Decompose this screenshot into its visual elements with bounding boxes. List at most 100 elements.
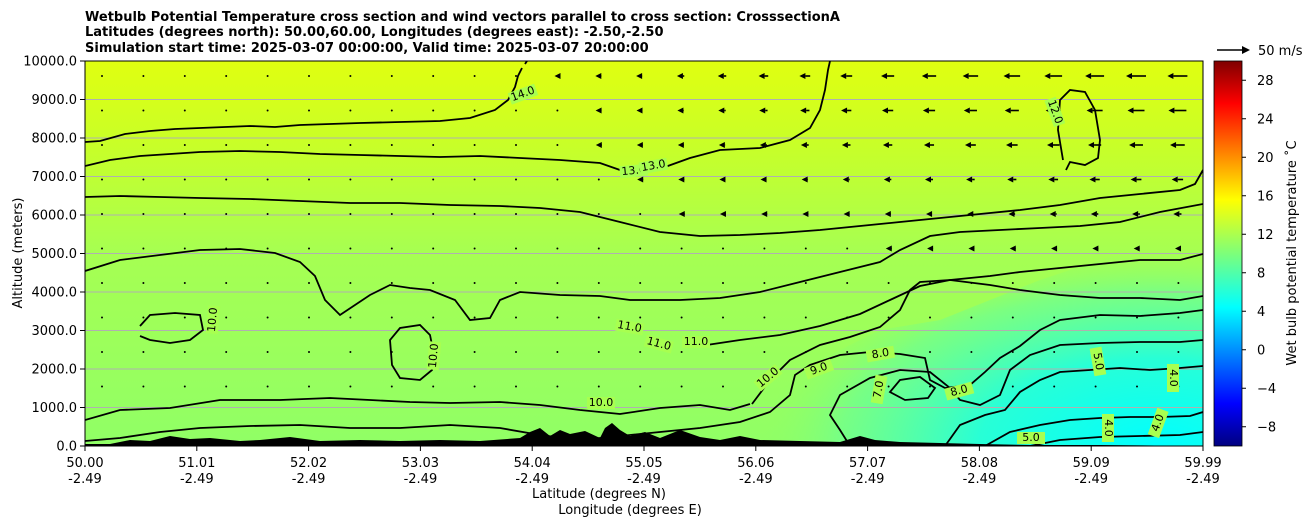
wind-vector: [473, 75, 476, 77]
y-tick-label: 7000.0: [32, 170, 78, 185]
x-tick-label-lat: 54.04: [514, 456, 551, 471]
wind-vector: [101, 213, 103, 215]
contour-3: [1029, 431, 1203, 446]
contour-label: 4.0: [1102, 419, 1115, 437]
wind-vector: [308, 213, 310, 215]
wind-vector: [473, 144, 476, 146]
wind-vector: [556, 385, 559, 388]
wind-vector-head: [1003, 73, 1010, 79]
wind-vector: [225, 385, 228, 388]
wind-vector: [225, 109, 228, 112]
wind-vector: [556, 316, 559, 319]
wind-vector: [680, 316, 683, 319]
x-tick-label-lon: -2.49: [515, 472, 549, 487]
x-tick-label-lat: 53.03: [402, 456, 439, 471]
colorbar-tick-label: 20: [1257, 151, 1274, 166]
wind-vector: [639, 351, 642, 353]
wind-vector: [804, 385, 807, 388]
wind-vector: [308, 178, 310, 181]
wind-vector: [432, 247, 435, 250]
wind-vector-head: [1005, 142, 1012, 148]
wind-vector: [266, 351, 269, 353]
contour-label-gap: [426, 341, 442, 371]
wind-vector: [846, 282, 849, 284]
wind-vector-head: [842, 176, 849, 183]
wind-vector: [722, 385, 724, 388]
wind-vector: [556, 282, 559, 284]
wind-vector: [349, 144, 352, 146]
colorbar-tick-label: 16: [1257, 189, 1274, 204]
wind-vector: [763, 282, 766, 284]
wind-vector: [1011, 385, 1014, 388]
wind-vector-head: [1004, 107, 1011, 114]
quiver-key-label: 50 m/s: [1258, 44, 1303, 59]
contour-label-gap: [870, 374, 888, 405]
wind-vector: [1053, 282, 1056, 284]
wind-vector: [349, 109, 352, 112]
wind-vector: [142, 282, 145, 284]
wind-vector-head: [840, 73, 847, 79]
wind-vector: [142, 144, 145, 146]
wind-vector: [722, 351, 724, 353]
wind-vector: [846, 247, 849, 250]
wind-vector-head: [758, 73, 765, 79]
contour-label: 4.0: [1167, 369, 1180, 387]
chart-title-line-3: Simulation start time: 2025-03-07 00:00:…: [85, 41, 649, 56]
contour-label-gap: [614, 318, 645, 336]
wind-vector: [390, 385, 393, 388]
wind-vector: [597, 178, 600, 181]
wind-vector: [390, 144, 393, 146]
contour-10-blob: [139, 312, 204, 344]
wind-vector: [970, 351, 973, 353]
contour-label-gap: [753, 364, 783, 392]
wind-vector: [101, 282, 103, 284]
wind-vector: [183, 385, 186, 388]
colorbar-ticks: −8 −4 0 4 8 12 16 20 24 28: [1242, 74, 1276, 435]
wind-vector: [308, 385, 310, 388]
x-tick-label-lon: -2.49: [68, 472, 102, 487]
contour-label-gap: [1147, 407, 1169, 439]
wind-vector: [680, 385, 683, 388]
wind-vector: [597, 316, 600, 319]
wind-vector: [349, 385, 352, 388]
wind-vector-head: [1132, 211, 1139, 217]
wind-vector: [473, 213, 476, 215]
contour-label: 5.0: [1091, 352, 1107, 371]
contour-label: 5.0: [1022, 431, 1040, 444]
wind-vector: [556, 351, 559, 353]
wind-vector-head: [719, 176, 726, 183]
wind-vector-head: [926, 211, 933, 217]
wind-vector: [142, 316, 145, 319]
wind-vector-head: [841, 142, 848, 148]
contour-label-gap: [865, 345, 896, 363]
wind-vector-head: [677, 107, 684, 114]
wind-vector: [432, 109, 435, 112]
contour-9: [85, 397, 751, 421]
wind-vector: [266, 385, 269, 388]
wind-vector: [556, 213, 559, 215]
wind-vector: [473, 385, 476, 388]
wind-vector-head: [1044, 73, 1051, 79]
contour-label: 7.0: [871, 380, 887, 399]
wind-vector-head: [963, 107, 970, 114]
wind-vector: [846, 385, 849, 388]
y-tick-label: 2000.0: [32, 363, 78, 378]
wind-vector: [183, 316, 186, 319]
wind-vector-head: [678, 176, 685, 183]
y-tick-label: 1000.0: [32, 401, 78, 416]
colorbar-tick-label: −8: [1257, 420, 1276, 435]
colorbar-label: Wet bulb potential temperature ˚C: [1284, 140, 1300, 365]
wind-vector: [1053, 385, 1056, 388]
contour-label-gap: [587, 397, 615, 409]
wind-vector: [722, 316, 724, 319]
wind-vector: [556, 144, 559, 146]
wind-vector: [680, 247, 683, 250]
x-tick-label-lon: -2.49: [739, 472, 773, 487]
wind-vector-head: [677, 142, 684, 148]
wind-vector-head: [1130, 176, 1137, 183]
contour-label: 10.0: [589, 396, 614, 409]
contour-8: [85, 309, 1203, 442]
wind-vector: [390, 213, 393, 215]
wind-vector: [266, 316, 269, 319]
